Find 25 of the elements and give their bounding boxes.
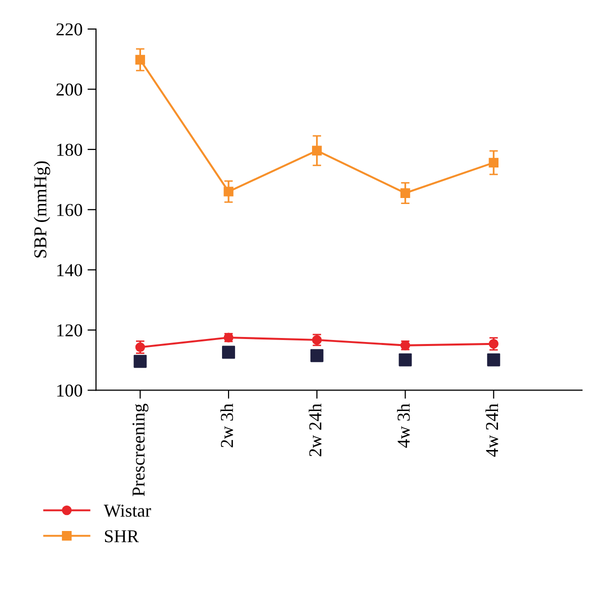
y-tick-label: 180 xyxy=(57,144,82,156)
point xyxy=(222,346,236,359)
legend-label: SHR xyxy=(105,530,139,542)
x-tick-label: 2w 3h xyxy=(220,404,234,448)
point xyxy=(487,353,500,366)
y-tick-label: 140 xyxy=(57,264,82,276)
y-axis-title: SBP (mmHg) xyxy=(34,161,50,258)
x-tick-label: Prescreening xyxy=(132,404,148,496)
point xyxy=(488,158,498,168)
point xyxy=(134,354,147,368)
point xyxy=(400,188,410,198)
y-tick-label: 220 xyxy=(56,23,82,36)
y-tick-label: 120 xyxy=(57,324,82,336)
y-tick-label: 200 xyxy=(56,83,82,96)
point xyxy=(310,349,324,362)
point xyxy=(398,353,412,366)
x-tick-label: 4w 3h xyxy=(397,404,410,448)
legend-label: Wistar xyxy=(104,504,152,517)
point xyxy=(135,54,146,65)
x-tick-label: 2w 24h xyxy=(308,404,322,456)
point xyxy=(312,146,322,156)
x-tick-label: 4w 24h xyxy=(485,404,498,457)
y-tick-label: 160 xyxy=(57,204,82,216)
point xyxy=(224,186,234,196)
y-tick-label: 100 xyxy=(57,384,82,397)
